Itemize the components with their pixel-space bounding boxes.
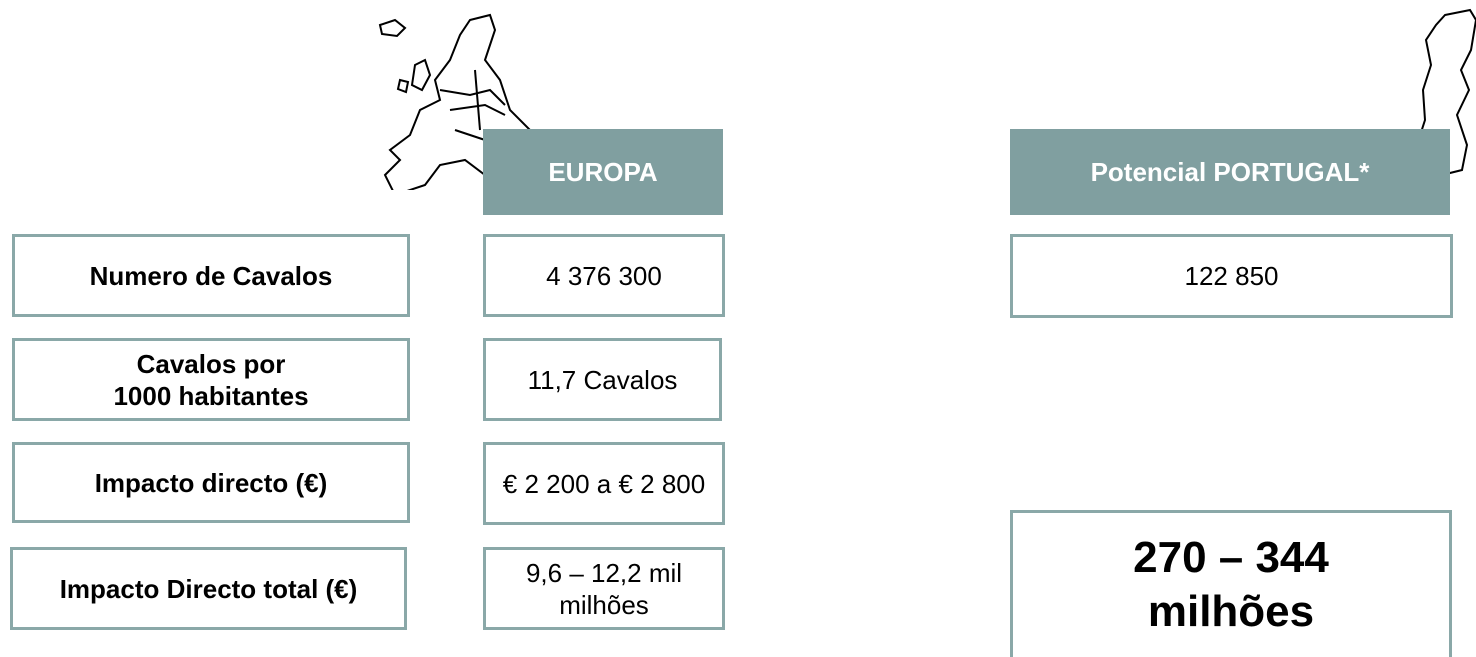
europe-value: € 2 200 a € 2 800 [483, 442, 725, 525]
europe-header: EUROPA [483, 129, 723, 215]
europe-value: 4 376 300 [483, 234, 725, 317]
text: milhões [1147, 587, 1315, 636]
text: 270 – 344 [1133, 533, 1329, 582]
row-label: Cavalos por 1000 habitantes [12, 338, 410, 421]
portugal-header: Potencial PORTUGAL* [1010, 129, 1450, 215]
row-label: Impacto directo (€) [12, 442, 410, 523]
text: Impacto Directo total (€) [59, 573, 358, 604]
row-label: Impacto Directo total (€) [10, 547, 407, 630]
europe-value: 11,7 Cavalos [483, 338, 722, 421]
portugal-total: 270 – 344 milhões [1010, 510, 1452, 657]
text: Cavalos por [136, 348, 286, 379]
text: Numero de Cavalos [89, 260, 333, 291]
europe-value: 9,6 – 12,2 mil milhões [483, 547, 725, 630]
portugal-value: 122 850 [1010, 234, 1453, 318]
text: 1000 habitantes [113, 380, 309, 411]
row-label: Numero de Cavalos [12, 234, 410, 317]
text: Impacto directo (€) [94, 467, 328, 498]
